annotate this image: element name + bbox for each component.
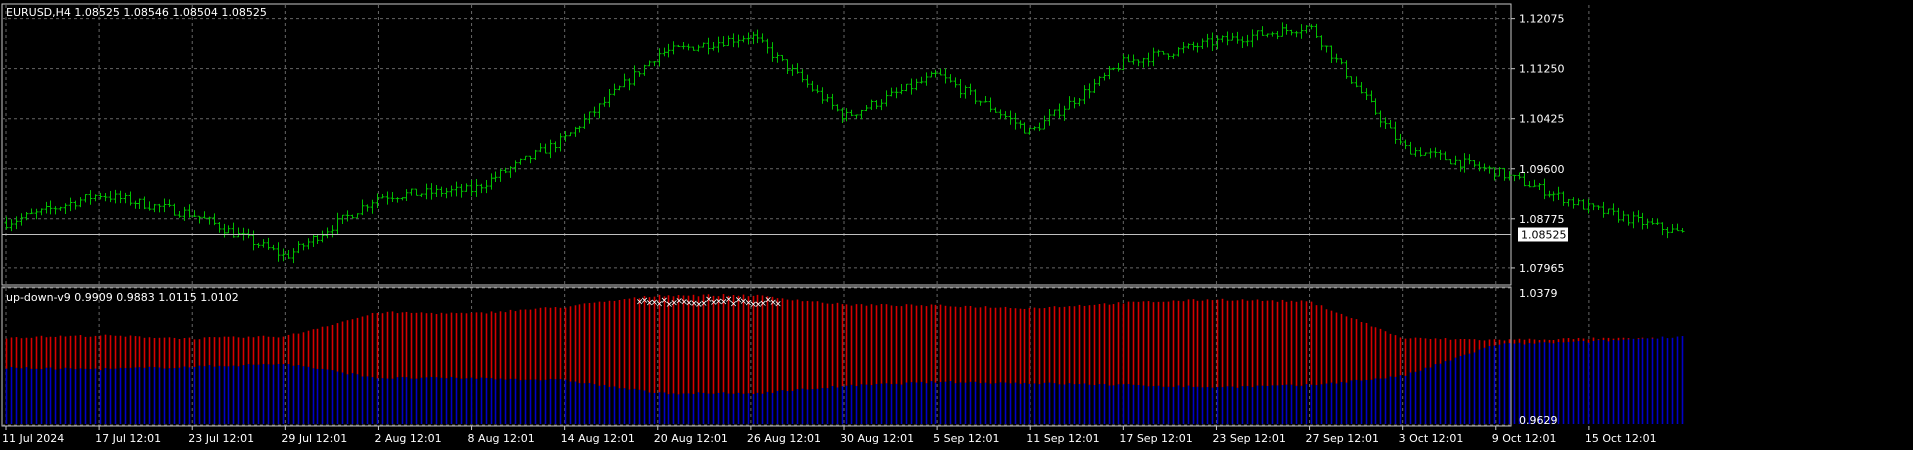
indicator-axis: 1.0379 0.9629	[1519, 287, 1558, 427]
time-label: 17 Jul 12:01	[95, 432, 161, 445]
overflow-marker: ×	[725, 295, 733, 305]
time-label: 11 Jul 2024	[2, 432, 64, 445]
indicator-pane[interactable]: ××××××××××××××××××××××××××××× up-down-v9…	[1, 286, 1684, 427]
overflow-marker: ×	[764, 296, 772, 306]
overflow-marker: ×	[715, 297, 723, 307]
overflow-marker: ×	[656, 299, 664, 309]
overflow-marker: ×	[759, 299, 767, 309]
overflow-marker: ×	[695, 300, 703, 310]
overflow-marker: ×	[745, 299, 753, 309]
chart-header: EURUSD,H4 1.08525 1.08546 1.08504 1.0852…	[6, 6, 267, 19]
time-axis[interactable]: 11 Jul 2024 17 Jul 12:01 23 Jul 12:01 29 Ju…	[2, 426, 1657, 445]
price-label: 1.07965	[1519, 262, 1565, 275]
indicator-header: up-down-v9 0.9909 0.9883 1.0115 1.0102	[6, 291, 239, 304]
overflow-marker: ×	[730, 299, 738, 309]
time-label: 5 Sep 12:01	[933, 432, 999, 445]
price-label: 1.11250	[1519, 63, 1565, 76]
overflow-marker: ×	[665, 300, 673, 310]
price-chart-frame	[1, 3, 1512, 286]
price-label: 1.12075	[1519, 13, 1565, 26]
overflow-marker: ×	[750, 300, 758, 310]
time-label: 29 Jul 12:01	[281, 432, 347, 445]
overflow-marker: ×	[651, 298, 659, 308]
overflow-marker: ×	[680, 298, 688, 308]
price-bars	[4, 22, 1685, 264]
overflow-marker: ×	[641, 296, 649, 306]
overflow-marker: ×	[636, 298, 644, 308]
overflow-marker: ×	[710, 298, 718, 308]
overflow-marker: ×	[661, 296, 669, 306]
time-label: 2 Aug 12:01	[374, 432, 441, 445]
time-label: 15 Oct 12:01	[1585, 432, 1657, 445]
time-label: 26 Aug 12:01	[747, 432, 821, 445]
overflow-marker: ×	[774, 299, 782, 309]
price-label: 1.08775	[1519, 213, 1565, 226]
time-label: 8 Aug 12:01	[468, 432, 535, 445]
time-label: 23 Sep 12:01	[1212, 432, 1285, 445]
overflow-marker: ×	[646, 298, 654, 308]
overflow-marker: ×	[720, 297, 728, 307]
time-label: 14 Aug 12:01	[561, 432, 635, 445]
indicator-scale-label: 1.0379	[1519, 287, 1558, 300]
time-label: 23 Jul 12:01	[188, 432, 254, 445]
overflow-marker: ×	[690, 299, 698, 309]
indicator-markers: ×××××××××××××××××××××××××××××	[636, 295, 782, 310]
indicator-bars	[5, 294, 1684, 424]
time-label: 30 Aug 12:01	[840, 432, 914, 445]
time-label: 3 Oct 12:01	[1399, 432, 1464, 445]
time-label: 9 Oct 12:01	[1492, 432, 1557, 445]
time-label: 27 Sep 12:01	[1306, 432, 1379, 445]
overflow-marker: ×	[670, 299, 678, 309]
price-label: 1.09600	[1519, 163, 1565, 176]
overflow-marker: ×	[685, 299, 693, 309]
price-chart-pane[interactable]: EURUSD,H4 1.08525 1.08546 1.08504 1.0852…	[1, 3, 1685, 286]
indicator-scale-label: 0.9629	[1519, 414, 1558, 427]
overflow-marker: ×	[700, 299, 708, 309]
time-label: 20 Aug 12:01	[654, 432, 728, 445]
overflow-marker: ×	[769, 298, 777, 308]
current-price-tag: 1.08525	[1518, 227, 1568, 242]
current-price-tag-text: 1.08525	[1521, 229, 1567, 242]
price-axis[interactable]: 1.12075 1.11250 1.10425 1.09600 1.08775 1.079…	[1511, 13, 1565, 275]
overflow-marker: ×	[740, 297, 748, 307]
overflow-marker: ×	[735, 296, 743, 306]
time-label: 17 Sep 12:01	[1119, 432, 1192, 445]
current-price-tag-box	[1518, 227, 1568, 242]
overflow-marker: ×	[675, 296, 683, 306]
price-label: 1.10425	[1519, 113, 1565, 126]
overflow-marker: ×	[754, 300, 762, 310]
overflow-marker: ×	[705, 295, 713, 305]
price-grid	[2, 5, 1590, 284]
time-label: 11 Sep 12:01	[1026, 432, 1099, 445]
